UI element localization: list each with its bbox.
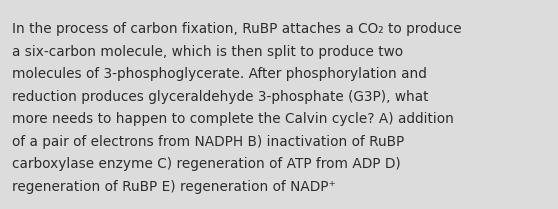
Text: a six-carbon molecule, which is then split to produce two: a six-carbon molecule, which is then spl… <box>12 45 403 59</box>
Text: In the process of carbon fixation, RuBP attaches a CO₂ to produce: In the process of carbon fixation, RuBP … <box>12 22 462 36</box>
Text: carboxylase enzyme C) regeneration of ATP from ADP D): carboxylase enzyme C) regeneration of AT… <box>12 157 401 171</box>
Text: regeneration of RuBP E) regeneration of NADP⁺: regeneration of RuBP E) regeneration of … <box>12 180 336 194</box>
Text: more needs to happen to complete the Calvin cycle? A) addition: more needs to happen to complete the Cal… <box>12 112 454 126</box>
Text: reduction produces glyceraldehyde 3-phosphate (G3P), what: reduction produces glyceraldehyde 3-phos… <box>12 90 429 104</box>
Text: of a pair of electrons from NADPH B) inactivation of RuBP: of a pair of electrons from NADPH B) ina… <box>12 135 405 149</box>
Text: molecules of 3-phosphoglycerate. After phosphorylation and: molecules of 3-phosphoglycerate. After p… <box>12 67 427 81</box>
